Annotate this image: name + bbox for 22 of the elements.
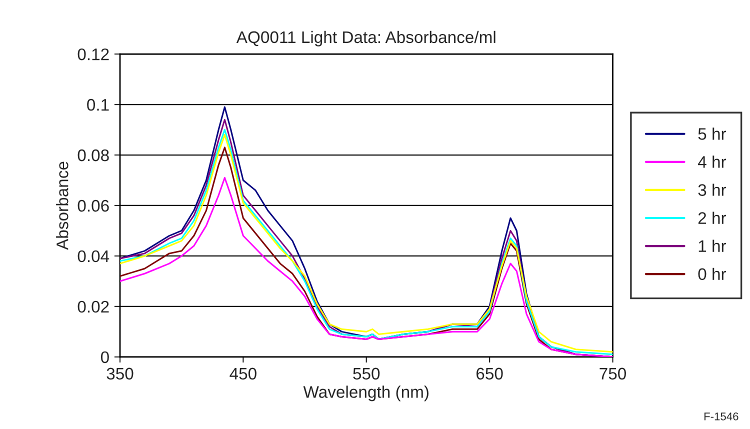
x-tick-label: 550 bbox=[353, 368, 380, 380]
y-tick-label: 0.02 bbox=[78, 300, 109, 313]
y-tick-label: 0.08 bbox=[78, 149, 109, 162]
y-tick-label: 0.12 bbox=[78, 48, 109, 60]
chart-title: AQ0011 Light Data: Absorbance/ml bbox=[236, 30, 496, 46]
legend-label: 0 hr bbox=[698, 268, 726, 280]
y-tick-label: 0.1 bbox=[87, 98, 109, 111]
legend-label: 1 hr bbox=[698, 240, 726, 252]
x-tick-label: 650 bbox=[476, 368, 503, 380]
y-tick-label: 0 bbox=[100, 351, 109, 364]
x-tick-label: 750 bbox=[600, 368, 626, 380]
x-tick-label: 350 bbox=[106, 368, 134, 380]
legend-label: 3 hr bbox=[698, 184, 726, 196]
legend-label: 2 hr bbox=[698, 212, 726, 224]
x-tick-label: 450 bbox=[230, 368, 256, 380]
x-axis-title: Wavelength (nm) bbox=[303, 386, 428, 402]
y-tick-label: 0.04 bbox=[78, 250, 110, 262]
y-tick-label: 0.06 bbox=[78, 200, 109, 212]
legend-label: 4 hr bbox=[698, 156, 726, 168]
legend-label: 5 hr bbox=[698, 128, 726, 140]
y-axis-title: Absorbance bbox=[56, 162, 68, 250]
text: F-1546 bbox=[704, 412, 738, 420]
